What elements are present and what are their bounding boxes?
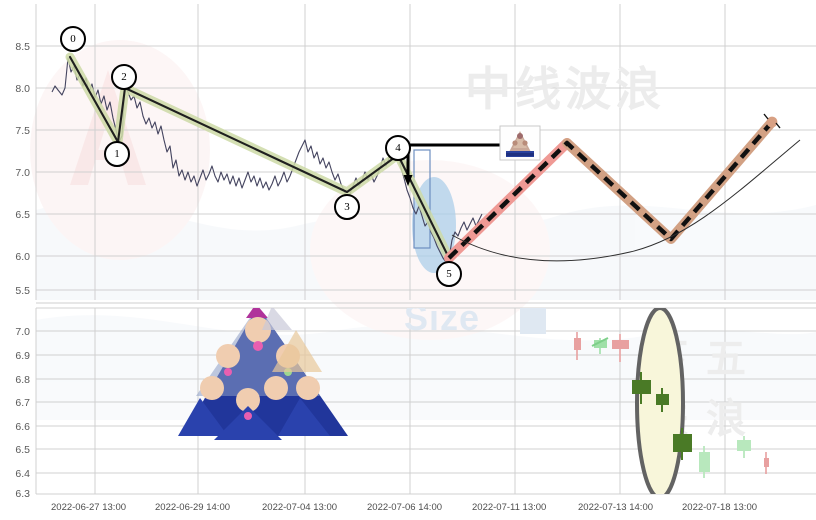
wave-label-2-text: 2 (121, 71, 127, 83)
wave-label-0-text: 0 (70, 33, 76, 45)
lower-y-tick-7-0: 7.0 (15, 326, 30, 338)
lower-panel[interactable]: 7.0 6.9 6.8 6.7 6.6 6.5 6.4 6.3 Size 下 五… (15, 297, 816, 500)
thumbnail-artwork (506, 131, 534, 157)
main-panel[interactable]: 中线波浪 8.5 8.0 7.5 7.0 6.5 6.0 5.5 (15, 4, 816, 300)
x-tick-3: 2022-07-06 14:00 (367, 502, 442, 513)
support-curve (451, 139, 801, 262)
watermark-cn-lang: 浪 (706, 396, 746, 442)
y-tick-7-5: 7.5 (15, 125, 30, 137)
wave-label-3-text: 3 (344, 201, 350, 213)
wave-label-0[interactable]: 0 (60, 26, 86, 52)
watermark-size-block (520, 308, 546, 334)
x-tick-0: 2022-06-27 13:00 (51, 502, 126, 513)
measure-bracket[interactable] (413, 149, 431, 249)
lower-horizontal-gridlines (36, 307, 816, 495)
candle-down-2[interactable] (612, 334, 629, 362)
forecast-endpoint-ticks (763, 113, 781, 129)
candle-down-1[interactable] (574, 332, 581, 360)
wave-label-group[interactable]: 0 1 2 3 4 5 (60, 26, 462, 287)
watermark-cn-wu: 五 (706, 336, 746, 382)
wave-label-2[interactable]: 2 (111, 64, 137, 90)
x-axis-labels: 2022-06-27 13:00 2022-06-29 14:00 2022-0… (51, 502, 757, 513)
lower-y-tick-6-3: 6.3 (15, 488, 30, 500)
x-tick-5: 2022-07-13 14:00 (578, 502, 653, 513)
wave-label-5[interactable]: 5 (436, 261, 462, 287)
candle-up-2[interactable] (632, 372, 651, 404)
lower-y-axis-labels: 7.0 6.9 6.8 6.7 6.6 6.5 6.4 6.3 (15, 326, 30, 500)
x-tick-2: 2022-07-04 13:00 (262, 502, 337, 513)
forecast-dashed-line[interactable] (447, 120, 774, 260)
wave-label-1-text: 1 (114, 148, 120, 160)
y-tick-6-5: 6.5 (15, 209, 30, 221)
lower-y-tick-6-7: 6.7 (15, 397, 30, 409)
y-tick-8-5: 8.5 (15, 41, 30, 53)
candle-up-4[interactable] (673, 428, 692, 460)
lower-y-tick-6-8: 6.8 (15, 374, 30, 386)
candle-up-3[interactable] (656, 388, 669, 412)
candlestick-series[interactable] (574, 332, 769, 478)
y-tick-7-0: 7.0 (15, 167, 30, 179)
forecast-endpoint[interactable] (766, 116, 778, 128)
lower-y-tick-6-5: 6.5 (15, 444, 30, 456)
x-tick-1: 2022-06-29 14:00 (155, 502, 230, 513)
y-tick-8-0: 8.0 (15, 83, 30, 95)
thumbnail-callout[interactable] (499, 125, 541, 161)
lower-vertical-gridlines (35, 308, 726, 494)
wave-label-1[interactable]: 1 (104, 141, 130, 167)
down-arrow-icon (403, 175, 413, 186)
wave-label-5-text: 5 (446, 268, 452, 280)
watermark-size: Size (404, 297, 480, 338)
watermark-main-title: 中线波浪 (465, 62, 665, 116)
y-tick-5-5: 5.5 (15, 285, 30, 297)
lower-y-tick-6-4: 6.4 (15, 468, 30, 480)
wave-label-4[interactable]: 4 (385, 135, 411, 161)
illustration-figures (178, 308, 348, 440)
x-tick-6: 2022-07-18 13:00 (682, 502, 757, 513)
candle-up-6[interactable] (737, 436, 751, 458)
candle-down-3[interactable] (764, 452, 769, 474)
lower-y-tick-6-9: 6.9 (15, 350, 30, 362)
main-y-axis-labels: 8.5 8.0 7.5 7.0 6.5 6.0 5.5 (15, 41, 30, 297)
x-tick-4: 2022-07-11 13:00 (472, 502, 546, 513)
y-tick-6-0: 6.0 (15, 251, 30, 263)
wave-label-3[interactable]: 3 (334, 194, 360, 220)
lower-y-tick-6-6: 6.6 (15, 421, 30, 433)
candle-up-1[interactable] (591, 337, 609, 354)
wave-label-4-text: 4 (395, 142, 401, 154)
candle-up-5[interactable] (699, 446, 710, 478)
